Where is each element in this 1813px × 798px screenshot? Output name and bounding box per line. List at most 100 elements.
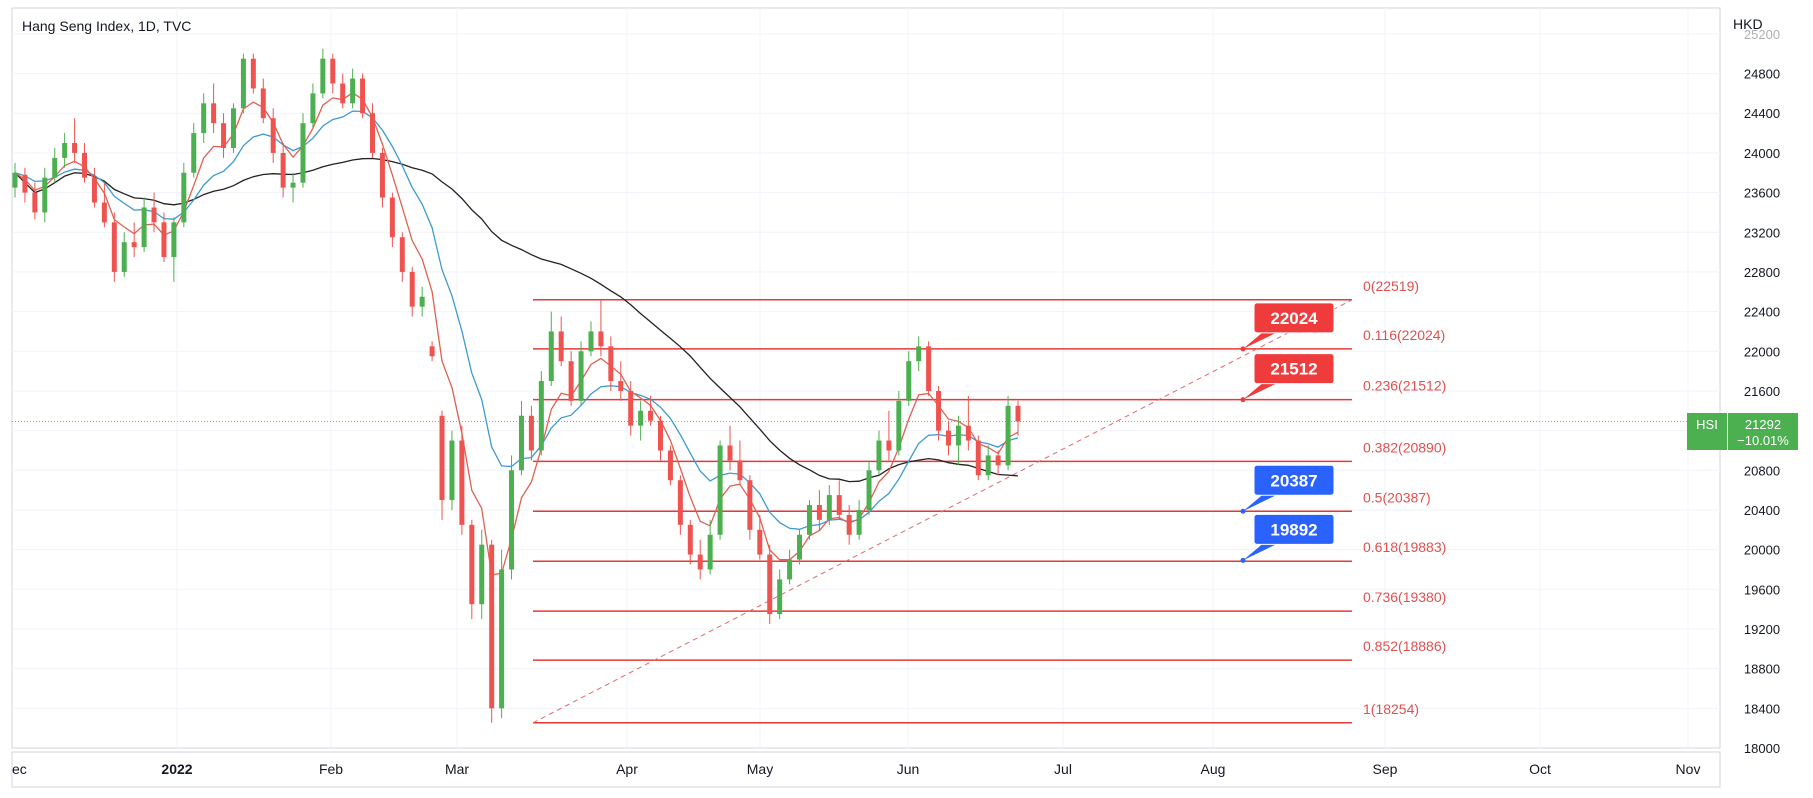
x-tick-label: Sep bbox=[1373, 761, 1398, 777]
candle-body bbox=[429, 346, 435, 357]
plot-frame bbox=[11, 7, 1721, 749]
ma-slow-line bbox=[14, 157, 1019, 483]
candle-body bbox=[181, 172, 187, 223]
candle-body bbox=[300, 123, 306, 183]
callout-label: 21512 bbox=[1270, 360, 1317, 379]
candle-body bbox=[816, 505, 822, 520]
candle-body bbox=[628, 390, 634, 426]
candle-body bbox=[886, 440, 892, 451]
fib-level-label: 0.5(20387) bbox=[1363, 489, 1431, 505]
callout-label: 19892 bbox=[1270, 520, 1317, 539]
x-tick-label: Oct bbox=[1529, 761, 1551, 777]
candle-body bbox=[717, 445, 723, 535]
candle-body bbox=[310, 93, 316, 124]
candle-body bbox=[161, 222, 167, 258]
candle-body bbox=[260, 88, 266, 119]
candle-body bbox=[330, 58, 336, 84]
price-tag-symbol-bg bbox=[1687, 413, 1727, 450]
fib-level-label: 0.736(19380) bbox=[1363, 589, 1446, 605]
candle-body bbox=[230, 108, 236, 148]
candle-body bbox=[866, 470, 872, 510]
y-tick-label: 19200 bbox=[1744, 622, 1780, 637]
candle-body bbox=[916, 346, 922, 362]
callout-label: 22024 bbox=[1270, 309, 1318, 328]
candle-body bbox=[191, 133, 197, 173]
y-tick-label: 18000 bbox=[1744, 741, 1780, 756]
candle-body bbox=[111, 222, 117, 272]
candle-body bbox=[667, 450, 673, 481]
price-axis[interactable]: 18000 18400 18800 19200 19600 20000 20400 20800… bbox=[1744, 27, 1780, 756]
ma-mid-line bbox=[14, 110, 1019, 530]
fib-level-label: 0.116(22024) bbox=[1363, 327, 1445, 343]
candle-body bbox=[91, 177, 97, 203]
candle-body bbox=[280, 152, 286, 188]
candle-body bbox=[578, 351, 584, 401]
y-tick-label: 18400 bbox=[1744, 701, 1780, 716]
callout-box bbox=[1253, 302, 1335, 334]
candle-body bbox=[648, 410, 654, 421]
callout-box bbox=[1253, 513, 1335, 545]
candle-body bbox=[379, 152, 385, 198]
callout-pointer bbox=[1243, 495, 1276, 512]
candle-series bbox=[12, 48, 1021, 723]
price-tag-bg bbox=[1728, 413, 1798, 450]
chart-grid bbox=[11, 7, 1721, 788]
candle-body bbox=[965, 425, 971, 441]
y-tick-label: 24000 bbox=[1744, 146, 1780, 161]
callout-box bbox=[1253, 353, 1335, 385]
candle-body bbox=[945, 430, 951, 446]
candle-body bbox=[479, 544, 485, 605]
candle-body bbox=[340, 83, 346, 104]
fib-level-label: 0.236(21512) bbox=[1363, 378, 1446, 394]
y-tick-label: 20000 bbox=[1744, 543, 1780, 558]
candle-body bbox=[995, 455, 1001, 466]
candle-body bbox=[489, 544, 495, 709]
candle-body bbox=[876, 440, 882, 471]
y-tick-label: 20800 bbox=[1744, 463, 1780, 478]
candle-body bbox=[62, 143, 68, 158]
candle-body bbox=[360, 78, 366, 114]
candle-body bbox=[985, 455, 991, 476]
callout-pointer bbox=[1243, 383, 1276, 400]
candle-body bbox=[548, 331, 554, 382]
price-tag-change: −10.01% bbox=[1737, 433, 1789, 448]
price-tag-price: 21292 bbox=[1745, 417, 1781, 432]
callout-label: 20387 bbox=[1270, 471, 1317, 490]
candle-body bbox=[806, 505, 812, 535]
candle-body bbox=[211, 103, 217, 124]
y-tick-label: 22400 bbox=[1744, 305, 1780, 320]
candle-body bbox=[42, 177, 48, 213]
candle-body bbox=[767, 554, 773, 615]
candle-body bbox=[171, 222, 177, 258]
x-tick-label: May bbox=[747, 761, 773, 777]
candle-body bbox=[419, 296, 425, 307]
candle-body bbox=[608, 346, 614, 382]
currency-label: HKD bbox=[1733, 16, 1763, 32]
time-axis-frame bbox=[11, 751, 1721, 788]
candle-body bbox=[926, 346, 932, 391]
candle-body bbox=[459, 440, 465, 525]
fib-retracement[interactable]: 0(22519) 0.116(22024) 0.236(21512) 0.382(20… bbox=[532, 278, 1446, 724]
price-callouts[interactable]: 22024 21512 20387 19892 bbox=[1240, 302, 1335, 563]
candle-body bbox=[657, 420, 663, 451]
candle-body bbox=[896, 400, 902, 451]
y-tick-label: 22000 bbox=[1744, 344, 1780, 359]
candle-body bbox=[22, 174, 28, 193]
candle-body bbox=[797, 534, 803, 560]
y-tick-label: 22800 bbox=[1744, 265, 1780, 280]
candle-body bbox=[101, 202, 107, 223]
x-tick-label: Jul bbox=[1054, 761, 1072, 777]
x-tick-label: ec bbox=[12, 761, 27, 777]
candle-body bbox=[82, 152, 88, 178]
candle-body bbox=[141, 207, 147, 248]
candle-body bbox=[697, 554, 703, 570]
x-tick-label: Feb bbox=[319, 761, 343, 777]
time-axis[interactable]: ec 2022 Feb Mar Apr May Jun Jul Aug Sep Oct Nov bbox=[12, 761, 1700, 777]
callout-anchor bbox=[1240, 346, 1246, 352]
callout-box bbox=[1253, 464, 1335, 496]
candle-body bbox=[856, 509, 862, 535]
fib-level-label: 0.382(20890) bbox=[1363, 439, 1446, 455]
last-price-tag: HSI 21292 −10.01% bbox=[1687, 413, 1798, 450]
chart-title: Hang Seng Index, 1D, TVC bbox=[22, 18, 192, 34]
